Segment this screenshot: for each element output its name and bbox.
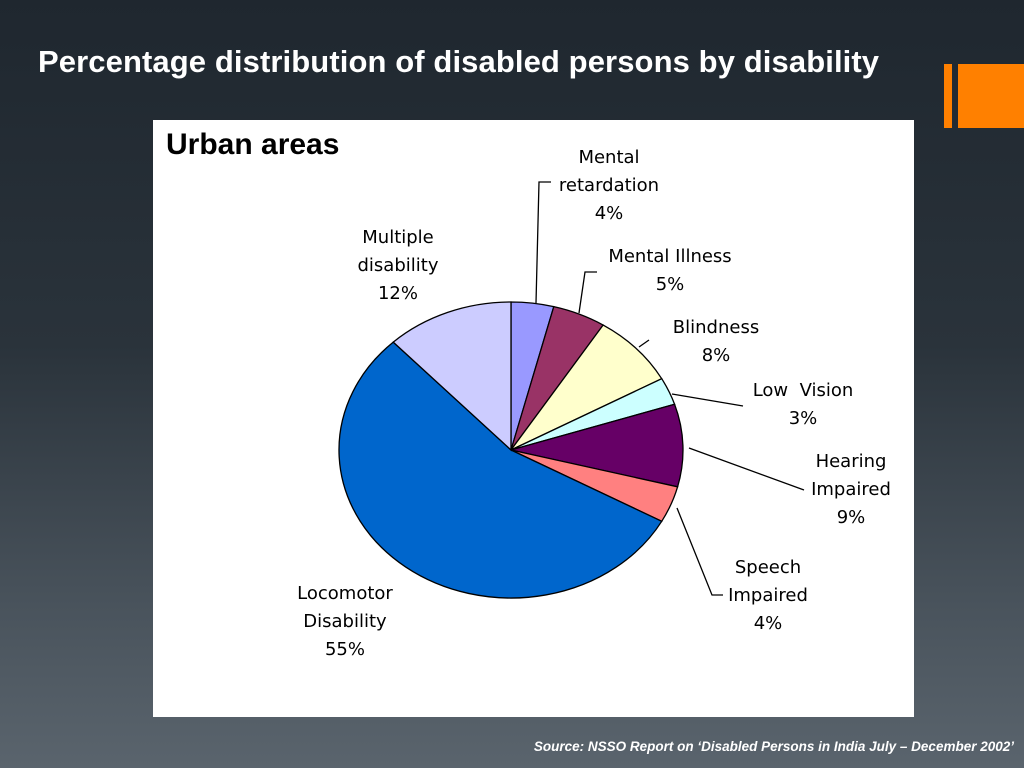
leader-line-mental-illness	[578, 271, 597, 314]
data-label-multiple-disability: disability	[358, 255, 439, 276]
data-label-pct-multiple-disability: 12%	[378, 283, 418, 304]
pie-slice-multiple-disability	[392, 301, 512, 452]
source-note: Source: NSSO Report on ‘Disabled Persons…	[533, 739, 1014, 754]
data-label-pct-locomotor-disability: 55%	[325, 639, 365, 660]
data-label-pct-mental-illness: 5%	[656, 274, 685, 295]
data-label-pct-speech-impaired: 4%	[754, 613, 783, 634]
leader-line-speech-impaired	[676, 507, 723, 596]
data-label-pct-hearing-impaired: 9%	[837, 507, 866, 528]
leader-line-blindness	[638, 339, 650, 348]
data-label-pct-low-vision: 3%	[789, 408, 818, 429]
data-label-pct-blindness: 8%	[702, 345, 731, 366]
data-label-mental-retardation: Mental	[578, 147, 639, 168]
data-label-mental-illness: Mental Illness	[608, 246, 731, 267]
data-label-hearing-impaired: Impaired	[811, 479, 891, 500]
slide-title: Percentage distribution of disabled pers…	[38, 44, 880, 79]
data-label-speech-impaired: Impaired	[728, 585, 808, 606]
data-label-multiple-disability: Multiple	[362, 227, 434, 248]
accent-bar-thin	[944, 64, 952, 128]
data-label-mental-retardation: retardation	[559, 175, 659, 196]
pie-slice-locomotor-disability	[338, 341, 663, 599]
data-label-pct-mental-retardation: 4%	[595, 203, 624, 224]
leader-line-mental-retardation	[535, 181, 551, 304]
data-label-speech-impaired: Speech	[735, 557, 801, 578]
data-label-locomotor-disability: Locomotor	[297, 583, 393, 604]
chart-title: Urban areas	[166, 128, 340, 161]
leader-line-low-vision	[671, 393, 744, 407]
accent-bar-block	[958, 64, 1024, 128]
pie-chart: Mental retardation 4% Mental Illness 5% Blind…	[297, 147, 891, 660]
data-label-low-vision: Low Vision	[753, 380, 854, 401]
chart-panel: Mental retardation 4% Mental Illness 5% Blind…	[153, 120, 914, 717]
data-label-blindness: Blindness	[673, 317, 759, 338]
data-label-hearing-impaired: Hearing	[816, 451, 887, 472]
data-label-locomotor-disability: Disability	[303, 611, 387, 632]
pie-slice-hearing-impaired	[510, 403, 684, 488]
leader-line-hearing-impaired	[688, 447, 805, 491]
